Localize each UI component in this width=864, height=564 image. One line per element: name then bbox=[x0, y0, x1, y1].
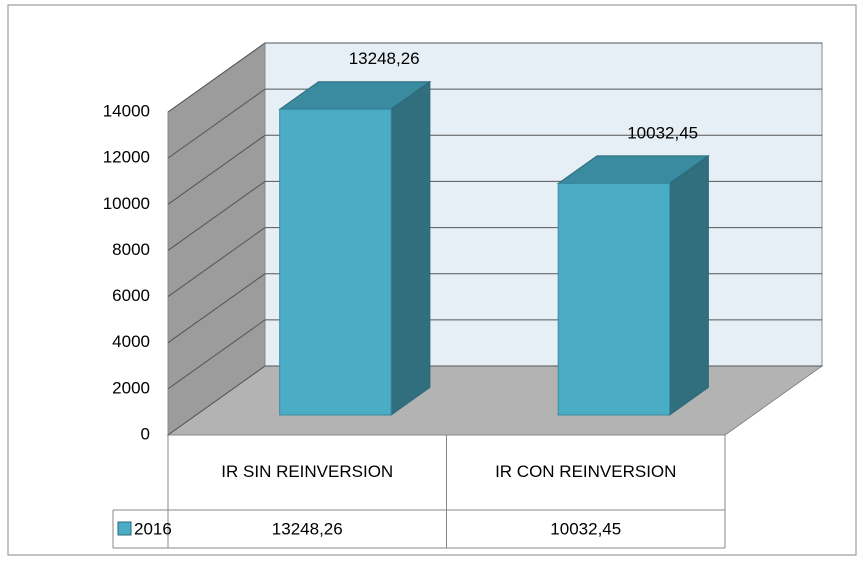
table-value: 13248,26 bbox=[272, 519, 343, 538]
y-tick-label: 2000 bbox=[112, 378, 150, 397]
data-label: 10032,45 bbox=[627, 123, 698, 142]
y-tick-label: 14000 bbox=[103, 101, 150, 120]
bar-side bbox=[390, 80, 431, 416]
table-value: 10032,45 bbox=[550, 519, 621, 538]
y-tick-label: 8000 bbox=[112, 240, 150, 259]
grid-line bbox=[167, 273, 266, 344]
grid-line bbox=[167, 365, 266, 436]
y-tick-label: 0 bbox=[141, 424, 150, 443]
data-label: 13248,26 bbox=[349, 49, 420, 68]
x-tick-label: IR SIN REINVERSION bbox=[221, 462, 393, 481]
grid-line bbox=[167, 181, 266, 251]
grid-line bbox=[167, 134, 266, 205]
legend-key bbox=[117, 521, 132, 536]
grid-line bbox=[167, 319, 266, 390]
y-tick-label: 12000 bbox=[103, 148, 150, 167]
y-tick-label: 6000 bbox=[112, 286, 150, 305]
bar bbox=[557, 183, 671, 416]
grid-line bbox=[167, 42, 266, 113]
x-tick-label: IR CON REINVERSION bbox=[495, 462, 676, 481]
floor bbox=[166, 365, 824, 436]
grid-line bbox=[167, 227, 266, 297]
y-tick-label: 4000 bbox=[112, 332, 150, 351]
bar bbox=[279, 108, 392, 416]
legend-label: 2016 bbox=[134, 519, 172, 538]
y-tick-label: 10000 bbox=[103, 194, 150, 213]
bar-side bbox=[669, 154, 709, 416]
grid-line bbox=[167, 88, 266, 159]
